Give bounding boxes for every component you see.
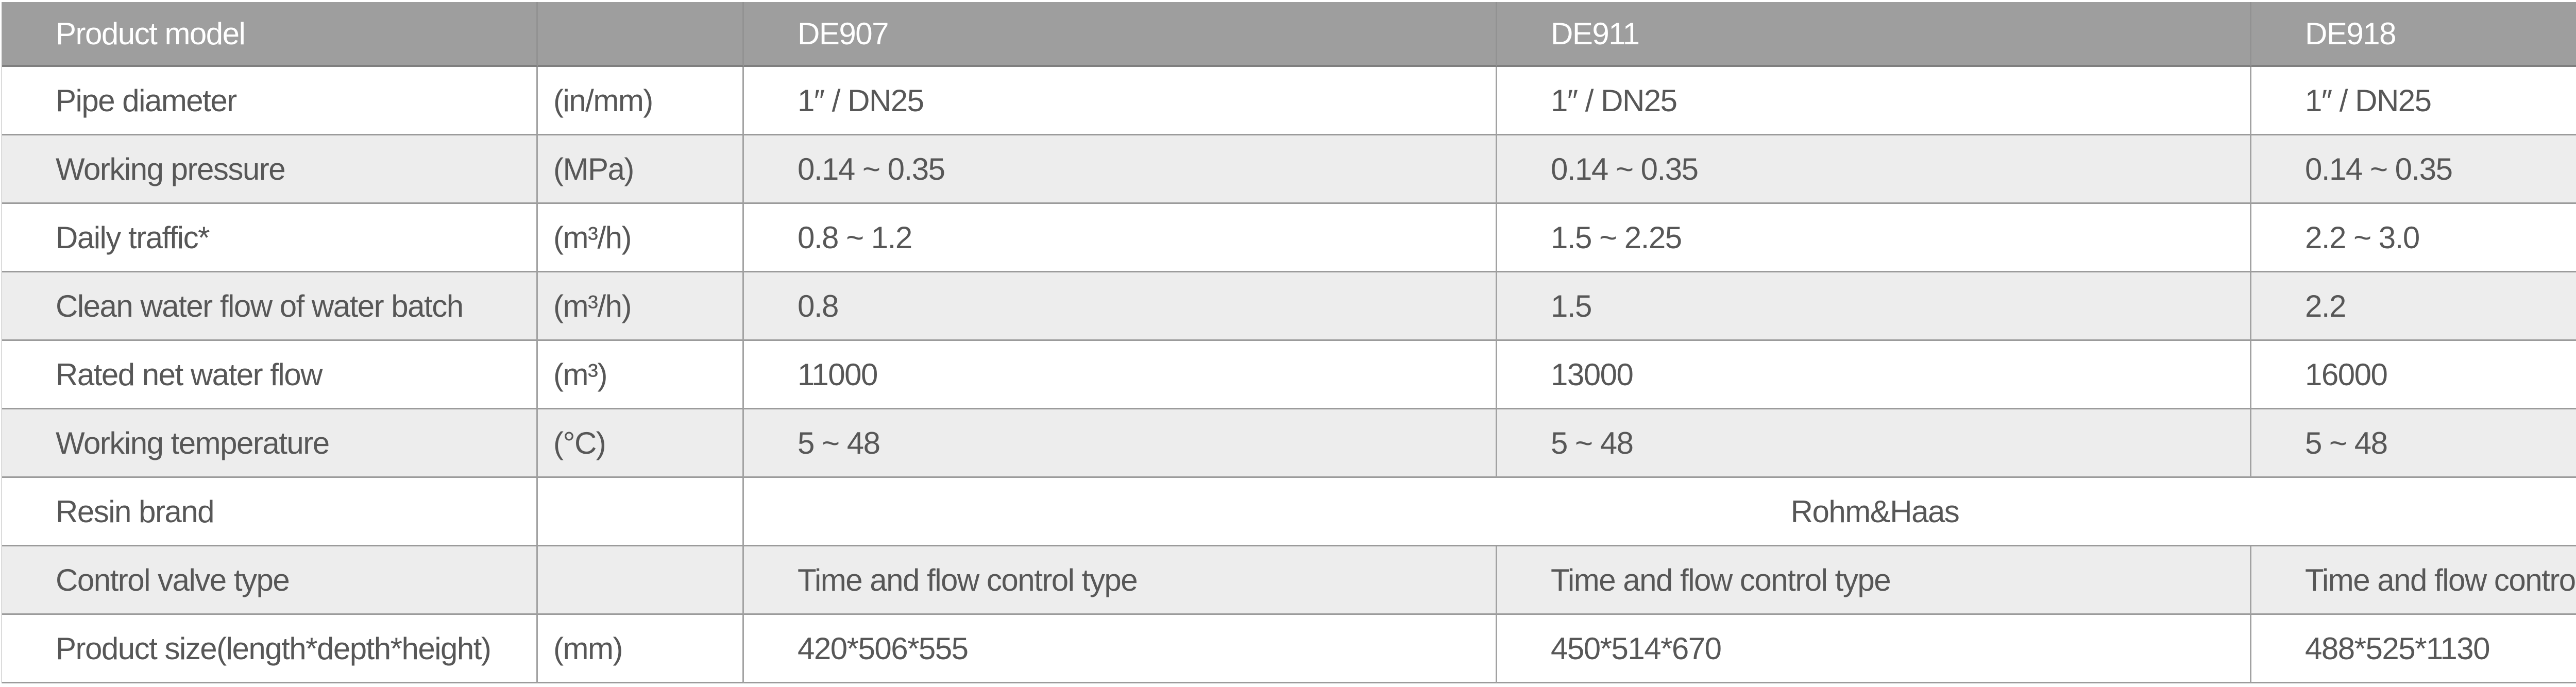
table-row-clean-water-flow: Clean water flow of water batch (m³/h) 0… — [2, 272, 2576, 341]
table-row-daily-traffic: Daily traffic* (m³/h) 0.8 ~ 1.2 1.5 ~ 2.… — [2, 204, 2576, 272]
value-cell-de918: 2.2 ~ 3.0 — [2251, 204, 2576, 272]
value-cell-de911: 450*514*670 — [1497, 615, 2251, 683]
value-cell-de907: 0.8 ~ 1.2 — [744, 204, 1497, 272]
table-header-row: Product model DE907 DE911 DE918 — [2, 2, 2576, 67]
unit-cell — [538, 546, 744, 615]
row-label: Daily traffic* — [2, 204, 538, 272]
value-cell-de911: Time and flow control type — [1497, 546, 2251, 615]
value-cell-resin-brand-span: Rohm&Haas — [744, 478, 2576, 546]
header-product-model: Product model — [2, 2, 538, 67]
value-cell-de918: 488*525*1130 — [2251, 615, 2576, 683]
unit-cell: (°C) — [538, 409, 744, 478]
value-cell-de918: 1″ / DN25 — [2251, 67, 2576, 135]
value-cell-de918: 16000 — [2251, 341, 2576, 409]
row-label: Control valve type — [2, 546, 538, 615]
value-cell-de911: 5 ~ 48 — [1497, 409, 2251, 478]
value-cell-de911: 1.5 — [1497, 272, 2251, 341]
value-cell-de907: 0.8 — [744, 272, 1497, 341]
header-unit-spacer — [538, 2, 744, 67]
unit-cell: (m³/h) — [538, 204, 744, 272]
table-row-working-pressure: Working pressure (MPa) 0.14 ~ 0.35 0.14 … — [2, 135, 2576, 204]
table-row-pipe-diameter: Pipe diameter (in/mm) 1″ / DN25 1″ / DN2… — [2, 67, 2576, 135]
row-label: Resin brand — [2, 478, 538, 546]
row-label: Pipe diameter — [2, 67, 538, 135]
value-cell-de907: Time and flow control type — [744, 546, 1497, 615]
value-cell-de918: 2.2 — [2251, 272, 2576, 341]
unit-cell: (mm) — [538, 615, 744, 683]
unit-cell: (m³/h) — [538, 272, 744, 341]
value-cell-de911: 1″ / DN25 — [1497, 67, 2251, 135]
value-cell-de907: 420*506*555 — [744, 615, 1497, 683]
row-label: Product size(length*depth*height) — [2, 615, 538, 683]
row-label: Clean water flow of water batch — [2, 272, 538, 341]
row-label: Working temperature — [2, 409, 538, 478]
value-cell-de918: 5 ~ 48 — [2251, 409, 2576, 478]
row-label: Rated net water flow — [2, 341, 538, 409]
table-row-product-size: Product size(length*depth*height) (mm) 4… — [2, 615, 2576, 683]
unit-cell — [538, 478, 744, 546]
table-row-resin-brand: Resin brand Rohm&Haas — [2, 478, 2576, 546]
value-cell-de911: 13000 — [1497, 341, 2251, 409]
value-cell-de907: 1″ / DN25 — [744, 67, 1497, 135]
value-cell-de907: 11000 — [744, 341, 1497, 409]
value-cell-de907: 0.14 ~ 0.35 — [744, 135, 1497, 204]
value-cell-de911: 1.5 ~ 2.25 — [1497, 204, 2251, 272]
value-cell-de911: 0.14 ~ 0.35 — [1497, 135, 2251, 204]
unit-cell: (in/mm) — [538, 67, 744, 135]
table-row-control-valve-type: Control valve type Time and flow control… — [2, 546, 2576, 615]
header-model-de907: DE907 — [744, 2, 1497, 67]
header-model-de911: DE911 — [1497, 2, 2251, 67]
row-label: Working pressure — [2, 135, 538, 204]
value-cell-de918: 0.14 ~ 0.35 — [2251, 135, 2576, 204]
table-row-working-temperature: Working temperature (°C) 5 ~ 48 5 ~ 48 5… — [2, 409, 2576, 478]
unit-cell: (m³) — [538, 341, 744, 409]
value-cell-de918: Time and flow control type — [2251, 546, 2576, 615]
header-model-de918: DE918 — [2251, 2, 2576, 67]
unit-cell: (MPa) — [538, 135, 744, 204]
value-cell-de907: 5 ~ 48 — [744, 409, 1497, 478]
table-row-rated-net-water-flow: Rated net water flow (m³) 11000 13000 16… — [2, 341, 2576, 409]
